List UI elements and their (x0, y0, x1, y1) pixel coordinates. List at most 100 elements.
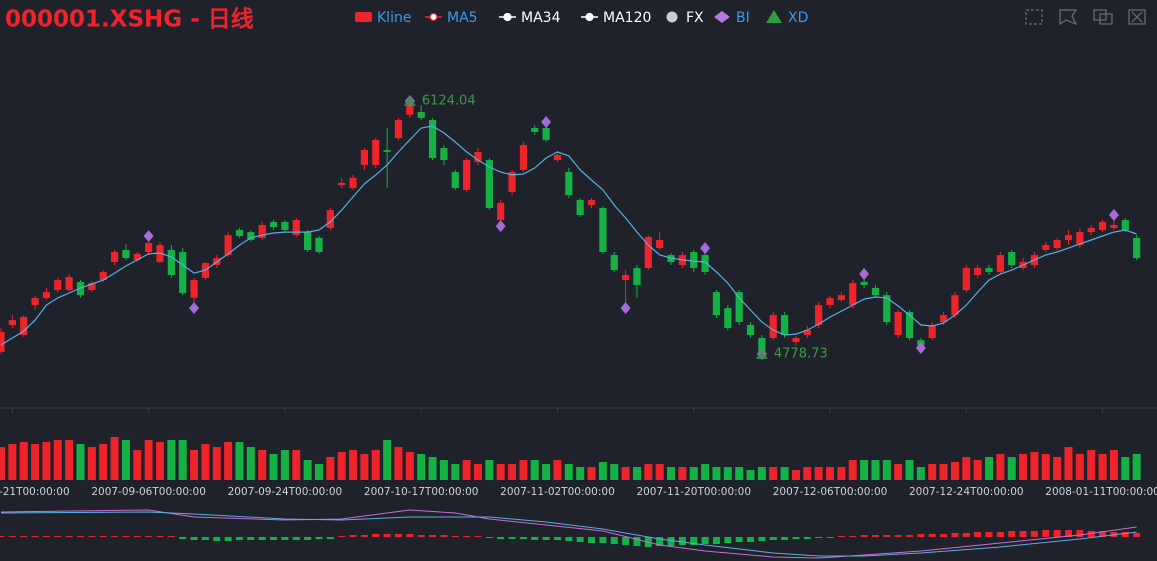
clear-tool[interactable] (1128, 9, 1146, 25)
candle-body (406, 104, 414, 115)
candle-body (42, 292, 51, 298)
candle-body (644, 236, 652, 269)
volume-bar (519, 460, 528, 480)
legend-icon[interactable] (666, 11, 678, 23)
restore-tool-back[interactable] (1099, 13, 1113, 25)
volume-bar (610, 464, 619, 480)
candle-body (497, 202, 505, 221)
macd-bar (553, 537, 561, 540)
legend-icon[interactable] (355, 12, 372, 22)
macd-bar (122, 536, 130, 537)
x-tick-label: 2007-11-20T00:00:00 (636, 486, 751, 498)
legend-item[interactable]: MA120 (581, 10, 651, 26)
macd-bar (474, 536, 482, 537)
candle-body (1133, 237, 1141, 259)
candle-body (383, 150, 391, 152)
macd-bar (281, 537, 289, 540)
candle-body (849, 283, 857, 306)
candle-body (599, 208, 607, 253)
macd-bar (0, 536, 5, 537)
macd-bar (133, 536, 141, 537)
candle-body (122, 249, 130, 259)
volume-bar (973, 460, 982, 480)
volume-bar (837, 467, 846, 480)
volume-bar (121, 440, 130, 480)
candle-body (587, 199, 596, 205)
volume-bar (553, 460, 562, 480)
macd-bar (871, 535, 879, 537)
volume-bar (803, 467, 812, 480)
legend-icon-dot[interactable] (503, 12, 512, 22)
x-tick-label: 2007-10-17T00:00:00 (364, 486, 479, 498)
candle-body (20, 317, 28, 336)
volume-bar (201, 444, 210, 480)
bi-marker (143, 230, 154, 243)
legend-icon[interactable] (714, 11, 730, 23)
macd-bar (179, 537, 187, 539)
candle-body (531, 128, 539, 132)
zoom-tool[interactable] (1025, 9, 1043, 25)
legend-item[interactable]: MA34 (499, 10, 561, 26)
volume-bar (133, 450, 142, 480)
xd-marker (755, 348, 768, 360)
macd-bar (985, 532, 993, 537)
legend-label[interactable]: XD (788, 10, 808, 26)
macd-bar (894, 535, 902, 537)
macd-bar (849, 536, 857, 537)
candle-body (735, 292, 743, 323)
candle-body (247, 232, 255, 240)
legend-item[interactable]: Kline (355, 10, 411, 26)
candle-body (315, 237, 323, 253)
macd-bar (258, 537, 266, 540)
volume-bar (42, 442, 51, 480)
candle-body (428, 119, 437, 158)
clear-tool-x[interactable] (1131, 11, 1143, 23)
volume-bar (894, 464, 903, 480)
macd-bar (792, 537, 800, 539)
volume-bar (962, 457, 971, 480)
macd-bar (20, 536, 28, 537)
legend-label[interactable]: MA5 (447, 10, 478, 26)
candle-body (349, 177, 357, 189)
volume-bar (701, 464, 710, 480)
legend-icon-dot[interactable] (585, 12, 594, 22)
volume-bar (439, 460, 448, 480)
macd-bar (190, 537, 198, 540)
candle-body (281, 221, 289, 231)
candle-body (65, 277, 73, 291)
volume-bar (485, 460, 494, 480)
volume-bar (417, 454, 426, 480)
volume-bar (769, 467, 778, 480)
volume-bar (349, 450, 358, 480)
volume-bar (99, 444, 108, 480)
legend-item[interactable]: BI (714, 10, 750, 26)
macd-bar (360, 535, 368, 537)
macd-bar (417, 535, 425, 537)
legend-icon[interactable] (766, 10, 782, 23)
volume-bar (530, 460, 539, 480)
legend-label[interactable]: BI (736, 10, 750, 26)
volume-bar (1109, 450, 1118, 480)
legend-item[interactable]: FX (666, 10, 705, 26)
legend-label[interactable]: FX (686, 10, 704, 26)
macd-bar (394, 534, 402, 537)
lasso-tool[interactable] (1059, 9, 1078, 26)
macd-bar (1121, 532, 1129, 537)
candle-body (8, 320, 16, 326)
macd-bar (315, 537, 323, 539)
candle-body (304, 232, 312, 250)
legend-item[interactable]: MA5 (425, 10, 478, 26)
volume-bar (508, 464, 517, 480)
macd-bar (588, 537, 596, 543)
macd-bar (678, 537, 686, 545)
volume-bar (65, 440, 74, 480)
volume-bar (1053, 457, 1062, 480)
legend-icon-dot[interactable] (429, 12, 438, 22)
volume-bar (8, 444, 17, 480)
legend-item[interactable]: XD (766, 10, 808, 26)
volume-bar (916, 467, 925, 480)
legend-label[interactable]: MA120 (603, 10, 651, 26)
legend-label[interactable]: MA34 (521, 10, 561, 26)
legend-label[interactable]: Kline (377, 10, 411, 26)
macd-bar (1076, 530, 1084, 537)
